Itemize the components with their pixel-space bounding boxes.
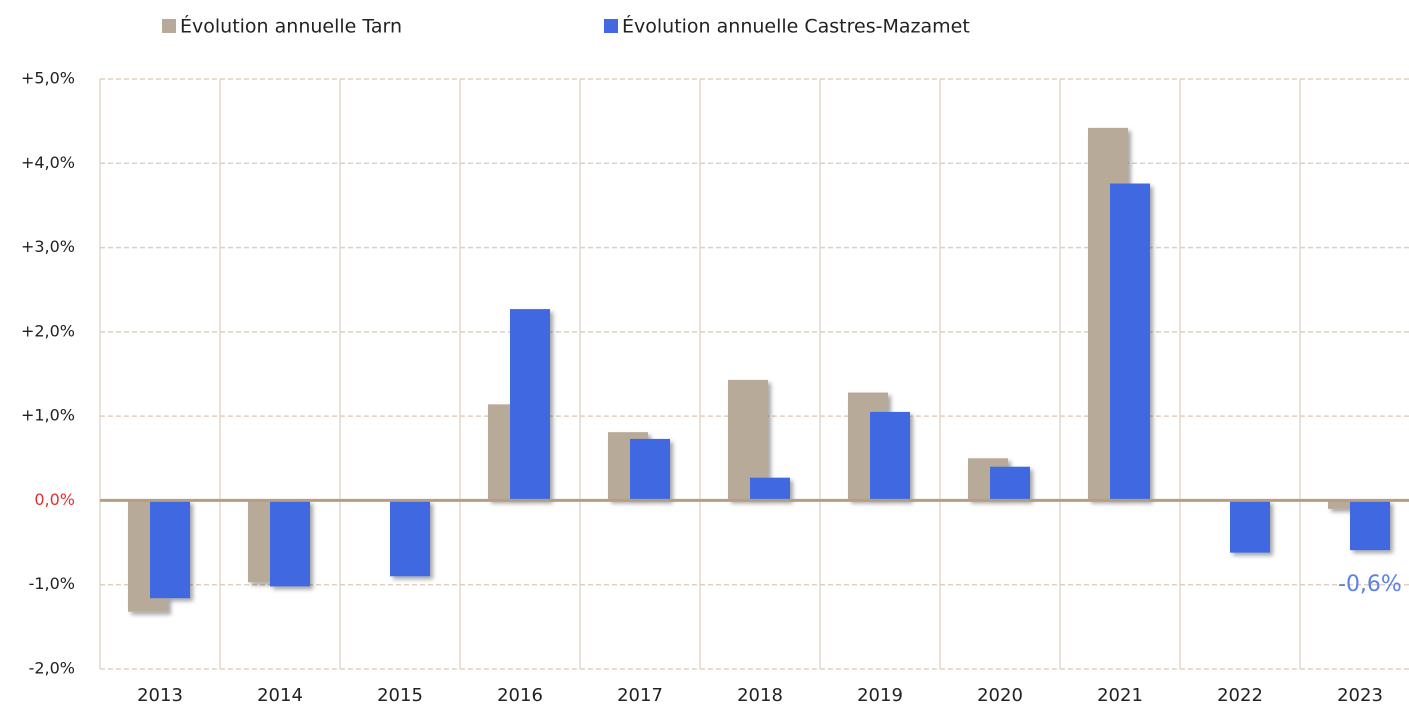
bar [510, 309, 550, 501]
y-tick-label: +4,0% [21, 153, 75, 172]
bar [1230, 500, 1270, 553]
x-tick-label: 2014 [257, 685, 303, 706]
y-tick-label: +3,0% [21, 237, 75, 256]
x-tick-label: 2013 [137, 685, 183, 706]
bars [128, 127, 1390, 612]
bar [870, 411, 910, 501]
bar [630, 438, 670, 501]
bar [750, 477, 790, 501]
y-tick-label: -1,0% [29, 574, 75, 593]
x-tick-label: 2022 [1217, 685, 1263, 706]
bar [390, 500, 430, 577]
bar [990, 466, 1030, 501]
data-label: -0,6% [1338, 572, 1402, 597]
legend-swatch [162, 19, 176, 33]
x-tick-label: 2021 [1097, 685, 1143, 706]
bar [150, 500, 190, 599]
x-tick-label: 2019 [857, 685, 903, 706]
x-tick-label: 2015 [377, 685, 423, 706]
y-tick-label: 0,0% [34, 490, 75, 509]
x-tick-label: 2023 [1337, 685, 1383, 706]
y-tick-label: +5,0% [21, 69, 75, 88]
bar [1110, 183, 1150, 501]
legend-swatch [604, 19, 618, 33]
x-tick-label: 2016 [497, 685, 543, 706]
x-tick-label: 2018 [737, 685, 783, 706]
legend-label: Évolution annuelle Castres-Mazamet [622, 15, 970, 38]
y-tick-label: +1,0% [21, 406, 75, 425]
bar [270, 500, 310, 587]
y-tick-label: -2,0% [29, 659, 75, 678]
y-tick-label: +2,0% [21, 321, 75, 340]
bar [1328, 500, 1368, 509]
legend-label: Évolution annuelle Tarn [180, 15, 402, 38]
bar [1350, 500, 1390, 551]
x-tick-label: 2020 [977, 685, 1023, 706]
x-tick-label: 2017 [617, 685, 663, 706]
